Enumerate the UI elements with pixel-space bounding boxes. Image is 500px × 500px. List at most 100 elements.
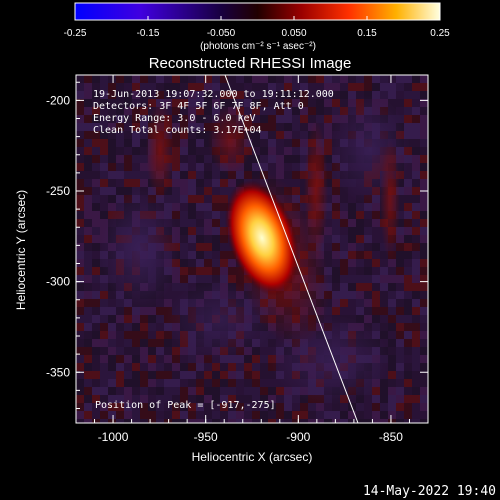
- image-pixel: [108, 115, 116, 123]
- image-pixel: [196, 83, 204, 91]
- image-pixel: [420, 395, 428, 403]
- image-pixel: [244, 379, 252, 387]
- image-pixel: [188, 75, 196, 83]
- image-pixel: [92, 403, 100, 411]
- image-pixel: [356, 411, 364, 419]
- image-pixel: [396, 75, 404, 83]
- image-pixel: [116, 387, 124, 395]
- image-pixel: [196, 371, 204, 379]
- image-pixel: [124, 355, 132, 363]
- image-pixel: [76, 347, 84, 355]
- image-pixel: [396, 211, 404, 219]
- image-pixel: [180, 387, 188, 395]
- image-pixel: [164, 75, 172, 83]
- image-pixel: [356, 211, 364, 219]
- image-pixel: [164, 411, 172, 419]
- image-pixel: [204, 243, 212, 251]
- image-pixel: [212, 403, 220, 411]
- colorbar-tick-label: 0.050: [281, 28, 306, 39]
- image-pixel: [396, 259, 404, 267]
- image-pixel: [404, 315, 412, 323]
- image-pixel: [212, 75, 220, 83]
- image-pixel: [84, 251, 92, 259]
- image-pixel: [196, 203, 204, 211]
- image-pixel: [212, 83, 220, 91]
- image-pixel: [172, 99, 180, 107]
- image-pixel: [108, 203, 116, 211]
- image-pixel: [260, 91, 268, 99]
- image-pixel: [340, 403, 348, 411]
- image-pixel: [308, 411, 316, 419]
- image-pixel: [396, 339, 404, 347]
- image-pixel: [412, 251, 420, 259]
- image-pixel: [188, 411, 196, 419]
- image-pixel: [124, 403, 132, 411]
- image-pixel: [132, 411, 140, 419]
- image-pixel: [420, 379, 428, 387]
- image-pixel: [260, 387, 268, 395]
- image-pixel: [412, 187, 420, 195]
- image-pixel: [108, 355, 116, 363]
- image-pixel: [100, 163, 108, 171]
- image-pixel: [396, 243, 404, 251]
- image-pixel: [412, 115, 420, 123]
- image-pixel: [244, 163, 252, 171]
- image-pixel: [108, 123, 116, 131]
- image-pixel: [84, 267, 92, 275]
- image-pixel: [196, 251, 204, 259]
- image-pixel: [372, 243, 380, 251]
- image-pixel: [116, 299, 124, 307]
- image-pixel: [132, 371, 140, 379]
- image-pixel: [212, 275, 220, 283]
- image-pixel: [364, 75, 372, 83]
- image-pixel: [196, 131, 204, 139]
- image-pixel: [276, 139, 284, 147]
- image-pixel: [172, 211, 180, 219]
- image-pixel: [324, 195, 332, 203]
- image-pixel: [124, 75, 132, 83]
- image-pixel: [388, 363, 396, 371]
- image-pixel: [204, 275, 212, 283]
- image-pixel: [420, 387, 428, 395]
- image-pixel: [196, 411, 204, 419]
- image-pixel: [124, 339, 132, 347]
- x-axis-label: Heliocentric X (arcsec): [192, 450, 313, 464]
- image-pixel: [348, 275, 356, 283]
- image-pixel: [76, 411, 84, 419]
- image-pixel: [332, 219, 340, 227]
- image-pixel: [268, 99, 276, 107]
- image-pixel: [172, 379, 180, 387]
- image-pixel: [356, 395, 364, 403]
- image-pixel: [276, 99, 284, 107]
- image-pixel: [340, 75, 348, 83]
- image-pixel: [132, 139, 140, 147]
- image-pixel: [148, 307, 156, 315]
- footer-date: 14-May-2022 19:40: [363, 484, 496, 499]
- image-pixel: [268, 131, 276, 139]
- image-pixel: [276, 403, 284, 411]
- image-pixel: [292, 155, 300, 163]
- image-pixel: [180, 107, 188, 115]
- image-pixel: [84, 323, 92, 331]
- image-pixel: [108, 139, 116, 147]
- image-pixel: [420, 283, 428, 291]
- image-pixel: [396, 235, 404, 243]
- image-pixel: [92, 275, 100, 283]
- image-pixel: [116, 339, 124, 347]
- image-pixel: [412, 211, 420, 219]
- image-pixel: [228, 83, 236, 91]
- image-pixel: [100, 275, 108, 283]
- image-pixel: [172, 387, 180, 395]
- image-pixel: [332, 83, 340, 91]
- image-pixel: [172, 163, 180, 171]
- image-pixel: [188, 355, 196, 363]
- image-pixel: [164, 91, 172, 99]
- image-pixel: [108, 195, 116, 203]
- image-pixel: [340, 211, 348, 219]
- image-pixel: [308, 403, 316, 411]
- image-pixel: [196, 211, 204, 219]
- image-pixel: [204, 99, 212, 107]
- image-pixel: [172, 195, 180, 203]
- image-pixel: [84, 371, 92, 379]
- image-pixel: [252, 147, 260, 155]
